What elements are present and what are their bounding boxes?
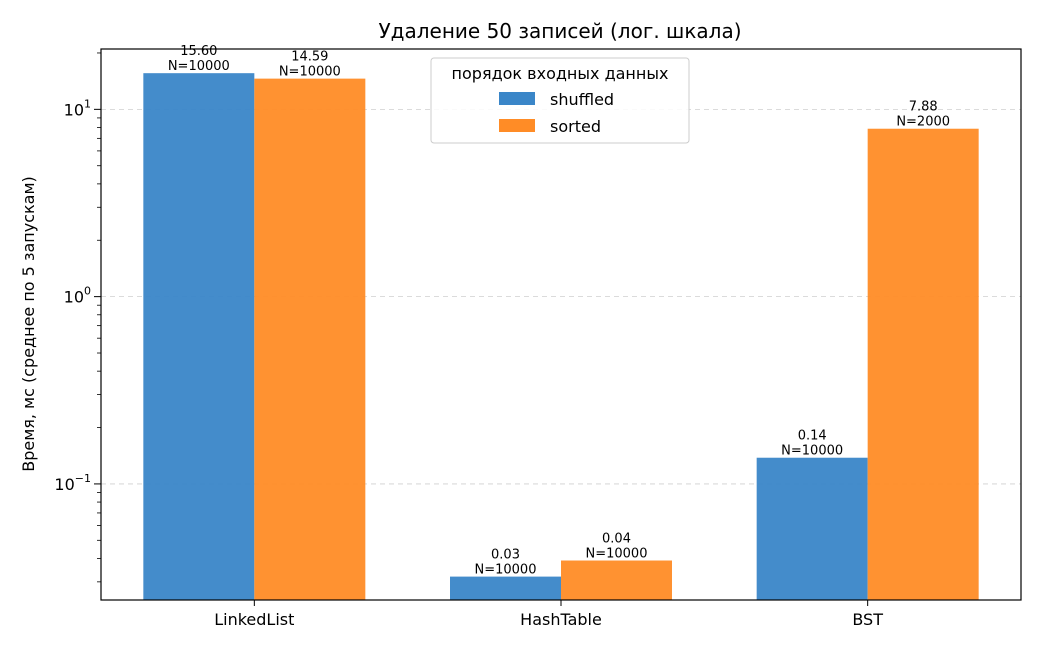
legend-box [430,57,690,144]
legend: порядок входных данных shuffled sorted [430,57,690,144]
legend-label-shuffled: shuffled [550,90,614,109]
x-tick-label: LinkedList [214,610,294,629]
bar-value-label: 0.04 [602,532,631,547]
bar-n-label: N=10000 [781,444,843,459]
x-axis: LinkedList HashTable BST [214,600,883,629]
bar-shuffled [143,73,255,601]
bars: 15.60N=1000014.59N=100000.03N=100000.04N… [143,44,979,601]
legend-title: порядок входных данных [452,64,669,83]
y-axis: 10−1 100 101 [54,52,101,583]
bar-sorted [561,560,672,600]
legend-swatch-shuffled [499,92,535,105]
y-tick-label: 10−1 [54,472,91,494]
x-tick-label: HashTable [520,610,602,629]
x-tick-label: BST [852,610,883,629]
bar-shuffled [450,576,561,600]
bar-n-label: N=10000 [279,65,341,80]
bar-value-label: 7.88 [909,100,938,115]
bar-value-label: 14.59 [291,50,328,65]
y-tick-label: 101 [64,97,91,119]
legend-swatch-sorted [499,119,535,132]
bar-value-label: 0.03 [491,548,520,563]
chart-title: Удаление 50 записей (лог. шкала) [378,19,741,43]
legend-label-sorted: sorted [550,117,601,136]
bar-n-label: N=10000 [586,547,648,562]
bar-sorted [254,78,366,600]
bar-value-label: 0.14 [798,429,827,444]
bar-n-label: N=10000 [475,563,537,578]
y-tick-label: 100 [64,285,91,307]
bar-sorted [867,128,979,600]
bar-value-label: 15.60 [180,44,217,59]
y-axis-label: Время, мс (среднее по 5 запускам) [19,176,38,472]
bar-shuffled [756,457,868,600]
bar-n-label: N=10000 [168,59,230,74]
bar-n-label: N=2000 [896,115,950,130]
